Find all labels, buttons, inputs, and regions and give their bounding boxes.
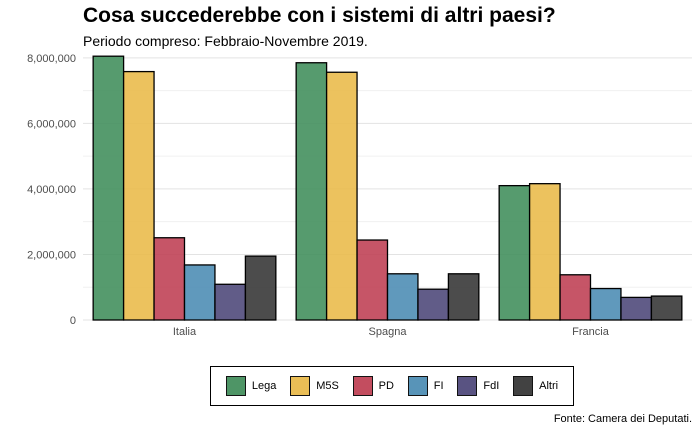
legend-item-fi: FI [407,376,444,396]
bars [92,55,683,321]
bar-altri-spagna [447,273,480,321]
bar-fi-italia [183,264,216,321]
legend-item-m5s: M5S [290,376,339,396]
legend-swatch [457,376,478,396]
bar-lega-francia [498,184,531,321]
legend-swatch [407,376,428,396]
y-axis-ticks: 0 2,000,000 4,000,000 6,000,000 8,000,000 [27,53,76,327]
bar-lega-italia [92,55,125,321]
bar-fi-francia [589,287,622,321]
bar-altri-francia [650,295,683,321]
x-tick-label-spagna: Spagna [369,326,408,338]
y-tick-label: 0 [70,315,76,327]
legend-swatch [290,376,311,396]
x-axis-ticks: Italia Spagna Francia [173,326,610,338]
legend-swatch [352,376,373,396]
bar-altri-italia [244,255,277,321]
legend-swatch [513,376,534,396]
bar-pd-italia [153,237,186,321]
legend-label: FI [433,380,444,392]
legend-label: Altri [539,380,559,392]
legend-item-fdi: FdI [457,376,499,396]
bar-chart: 0 2,000,000 4,000,000 6,000,000 8,000,000 It… [27,53,692,338]
chart-subtitle: Periodo compreso: Febbraio-Novembre 2019… [83,33,368,49]
x-tick-label-italia: Italia [173,326,197,338]
x-tick-label-francia: Francia [572,326,610,338]
y-tick-label: 6,000,000 [27,118,76,130]
bar-fdi-spagna [417,288,450,321]
bar-pd-francia [559,274,592,321]
bar-lega-spagna [295,62,328,321]
chart-title: Cosa succederebbe con i sistemi di altri… [83,4,556,27]
legend-label: M5S [316,380,339,392]
bar-m5s-italia [122,70,155,321]
bar-fdi-francia [620,296,653,321]
bar-fi-spagna [386,273,419,321]
legend-label: FdI [483,380,500,392]
legend: Lega M5S PD FI FdI Altri [210,366,574,406]
bar-m5s-francia [528,183,561,321]
legend-label: Lega [251,380,277,392]
legend-label: PD [378,380,394,392]
bar-pd-spagna [356,239,389,321]
legend-swatch [225,376,246,396]
source-caption: Fonte: Camera dei Deputati. [553,413,692,425]
bar-fdi-italia [214,283,247,321]
legend-item-pd: PD [352,376,394,396]
legend-item-altri: Altri [513,376,558,396]
y-tick-label: 4,000,000 [27,184,76,196]
bar-m5s-spagna [325,71,358,321]
y-tick-label: 8,000,000 [27,53,76,65]
legend-item-lega: Lega [225,376,277,396]
y-tick-label: 2,000,000 [27,249,76,261]
